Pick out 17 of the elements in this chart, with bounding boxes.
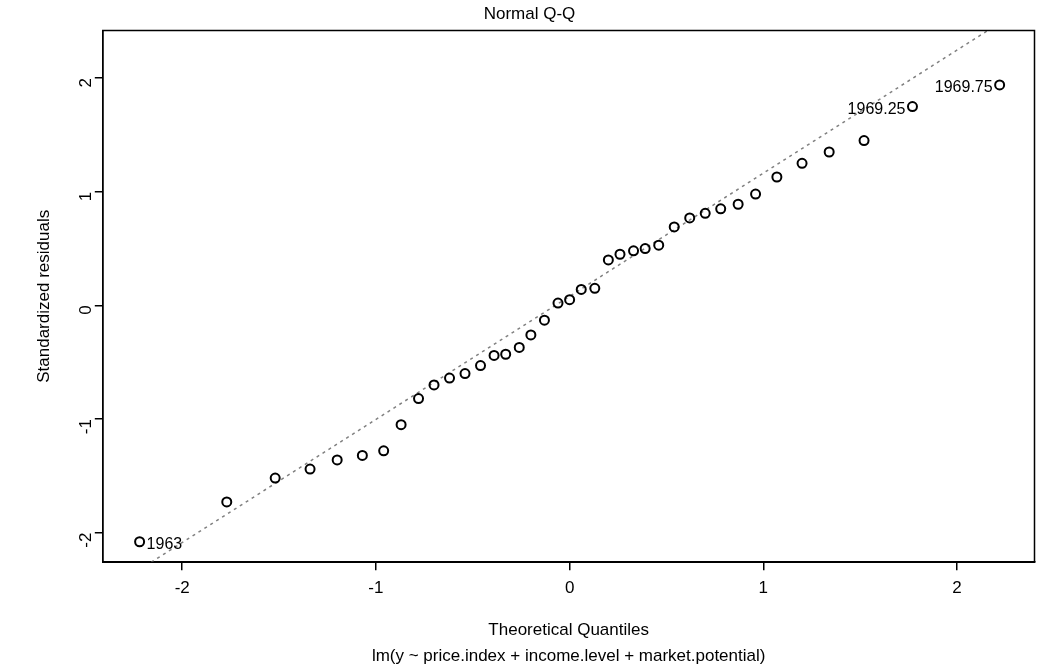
x-tick-label: 0: [564, 578, 575, 598]
y-tick-label: -2: [76, 532, 96, 548]
annotation: 1963: [146, 535, 183, 553]
x-tick-label: -2: [174, 578, 190, 598]
chart-title: Normal Q-Q: [483, 3, 576, 23]
y-tick-label: 1: [76, 191, 96, 202]
y-axis-title: Standardized residuals: [33, 209, 53, 383]
x-tick-label: -1: [368, 578, 384, 598]
y-tick-label: 2: [76, 78, 96, 88]
y-tick-label: 0: [76, 305, 96, 315]
x-tick-label: 1: [758, 578, 769, 598]
annotation: 1969.25: [847, 99, 906, 117]
annotation: 1969.75: [934, 78, 993, 96]
text: lm(y ~ price.index + income.level + market.potential): [371, 646, 766, 666]
x-axis-title: Theoretical Quantiles: [488, 620, 649, 640]
y-tick-label: -1: [76, 419, 96, 435]
x-tick-label: 2: [952, 578, 962, 598]
